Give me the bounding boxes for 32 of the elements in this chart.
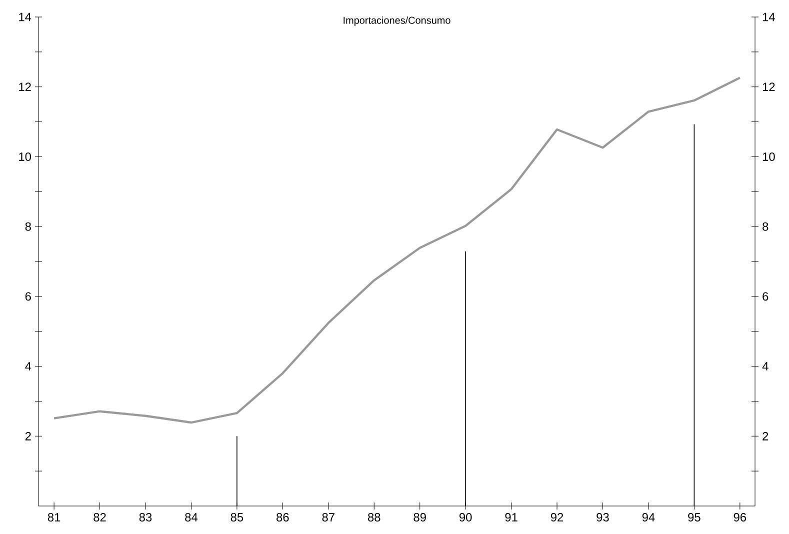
y2-tick-label: 2 — [762, 432, 768, 440]
y2-tick-label: 10 — [762, 152, 775, 161]
x-tick-label: 88 — [368, 513, 380, 522]
y-tick-label: 6 — [25, 292, 31, 301]
x-tick-label: 85 — [230, 513, 244, 522]
chart-title: Importaciones/Consumo — [344, 16, 450, 26]
line-series — [52, 76, 742, 424]
x-tick-label: 92 — [550, 513, 564, 522]
x-tick-label: 93 — [596, 513, 609, 522]
y-tick-label: 10 — [19, 152, 32, 161]
x-tick-label: 83 — [139, 513, 152, 522]
x-tick-label: 81 — [48, 513, 60, 522]
y2-tick-label: 6 — [762, 292, 768, 301]
y-tick-label: 8 — [25, 222, 31, 231]
x-tick-label: 86 — [276, 513, 289, 522]
x-tick-label: 94 — [642, 513, 655, 522]
x-tick-label: 89 — [414, 513, 426, 522]
y2-tick-label: 12 — [762, 82, 775, 92]
y-tick-label: 14 — [19, 12, 32, 22]
y2-tick-label: 8 — [762, 222, 768, 231]
x-tick-label: 82 — [94, 513, 106, 522]
x-tick-label: 87 — [322, 513, 334, 522]
y-tick-label: 4 — [25, 362, 32, 370]
y-tick-label: 12 — [19, 82, 31, 92]
x-tick-label: 96 — [734, 513, 746, 522]
x-tick-label: 95 — [688, 513, 700, 522]
x-tick-label: 91 — [505, 513, 518, 522]
y2-tick-label: 4 — [762, 362, 768, 370]
x-tick-label: 90 — [459, 513, 472, 522]
y-tick-label: 2 — [25, 432, 31, 440]
x-tick-label: 84 — [185, 513, 198, 522]
y2-tick-label: 14 — [762, 12, 775, 22]
